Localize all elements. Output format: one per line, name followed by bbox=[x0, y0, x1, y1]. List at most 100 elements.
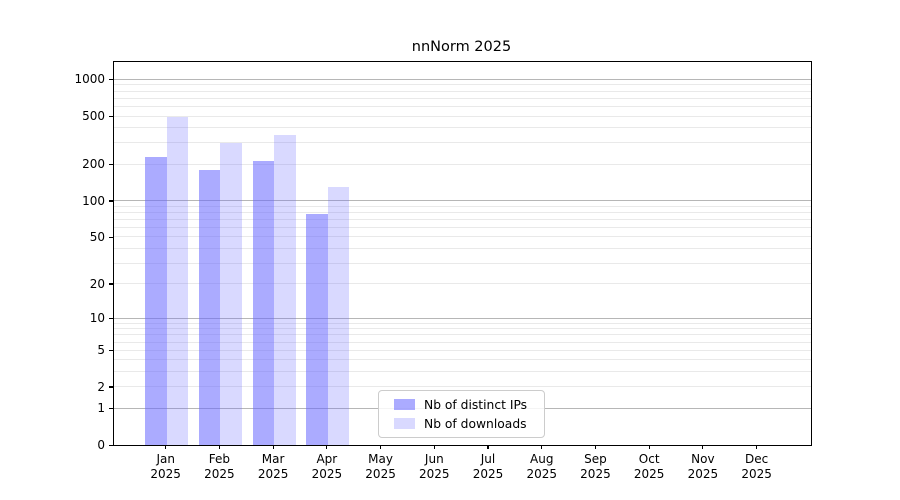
y-tick-mark bbox=[108, 115, 113, 117]
x-tick-month: Nov bbox=[691, 451, 715, 466]
chart-title: nnNorm 2025 bbox=[411, 39, 512, 55]
x-tick-month: Dec bbox=[744, 451, 769, 466]
x-tick-mark bbox=[379, 445, 382, 450]
gridline-minor bbox=[114, 349, 811, 351]
x-tick-label: Sep 2025 bbox=[565, 452, 625, 482]
gridline-minor bbox=[114, 328, 811, 330]
gridline-major bbox=[114, 200, 811, 202]
gridline-minor bbox=[114, 262, 811, 264]
legend-item-downloads: Nb of downloads bbox=[394, 417, 544, 431]
x-tick-label: Feb 2025 bbox=[189, 452, 249, 482]
x-tick-mark bbox=[756, 445, 758, 450]
gridline-minor bbox=[114, 334, 811, 336]
legend-swatch-downloads bbox=[394, 418, 415, 429]
y-tick-mark bbox=[108, 317, 113, 319]
y-tick-label: 5 bbox=[97, 343, 105, 358]
y-tick-mark bbox=[108, 283, 113, 285]
x-tick-label: Aug 2025 bbox=[512, 452, 572, 482]
x-tick-mark bbox=[487, 445, 489, 450]
x-tick-year: 2025 bbox=[580, 466, 611, 481]
gridline-minor bbox=[114, 322, 811, 324]
plot-area: Nb of distinct IPs Nb of downloads bbox=[113, 61, 812, 446]
x-tick-mark bbox=[165, 445, 167, 450]
x-tick-label: May 2025 bbox=[351, 452, 411, 482]
x-tick-label: Jan 2025 bbox=[136, 452, 196, 482]
x-tick-mark bbox=[648, 445, 650, 450]
y-tick-label: 200 bbox=[82, 157, 105, 172]
x-tick-month: May bbox=[368, 451, 393, 466]
gridline-minor bbox=[114, 359, 811, 361]
gridline-major bbox=[114, 78, 811, 80]
gridline-major bbox=[114, 317, 811, 319]
x-tick-month: Sep bbox=[584, 451, 607, 466]
x-tick-month: Jun bbox=[424, 451, 444, 466]
legend: Nb of distinct IPs Nb of downloads bbox=[378, 390, 545, 438]
x-tick-label: Jul 2025 bbox=[458, 452, 518, 482]
x-tick-month: Feb bbox=[208, 451, 231, 466]
x-tick-mark bbox=[702, 445, 704, 450]
bar-distinct-ips-apr bbox=[306, 214, 328, 445]
x-tick-year: 2025 bbox=[419, 466, 450, 481]
x-tick-month: Mar bbox=[261, 451, 285, 466]
legend-label-downloads: Nb of downloads bbox=[424, 416, 527, 431]
gridline-minor bbox=[114, 218, 811, 220]
gridline-minor bbox=[114, 142, 811, 144]
gridline-minor bbox=[114, 371, 811, 373]
gridline-minor bbox=[114, 105, 811, 107]
gridline-minor bbox=[114, 211, 811, 213]
x-tick-month: Aug bbox=[530, 451, 554, 466]
y-tick-mark bbox=[108, 407, 113, 410]
bar-downloads-mar bbox=[274, 134, 296, 445]
x-tick-mark bbox=[433, 445, 435, 450]
x-tick-mark bbox=[218, 445, 220, 450]
x-tick-label: Mar 2025 bbox=[243, 452, 303, 482]
x-tick-year: 2025 bbox=[204, 466, 235, 481]
y-tick-label: 1000 bbox=[74, 72, 105, 87]
gridline-minor bbox=[114, 341, 811, 343]
x-tick-mark bbox=[272, 445, 274, 450]
y-tick-mark bbox=[108, 163, 113, 166]
y-tick-label: 500 bbox=[82, 109, 105, 124]
x-tick-mark bbox=[594, 445, 597, 450]
y-tick-label: 0 bbox=[97, 438, 105, 452]
x-tick-year: 2025 bbox=[741, 466, 772, 481]
y-tick-mark bbox=[108, 386, 113, 388]
x-tick-year: 2025 bbox=[472, 466, 504, 481]
x-tick-year: 2025 bbox=[526, 466, 557, 481]
x-tick-mark bbox=[326, 445, 328, 450]
y-tick-mark bbox=[108, 200, 113, 202]
x-tick-label: Nov 2025 bbox=[673, 452, 733, 482]
gridline-minor bbox=[114, 127, 811, 129]
x-tick-month: Oct bbox=[638, 451, 660, 466]
x-tick-year: 2025 bbox=[150, 466, 181, 481]
bar-distinct-ips-feb bbox=[198, 169, 221, 445]
legend-item-distinct-ips: Nb of distinct IPs bbox=[394, 398, 544, 412]
x-tick-year: 2025 bbox=[311, 466, 343, 481]
gridline-minor bbox=[114, 115, 811, 117]
gridline-minor bbox=[114, 97, 811, 99]
y-tick-label: 2 bbox=[97, 379, 105, 394]
y-tick-mark bbox=[108, 236, 113, 238]
legend-swatch-distinct-ips bbox=[394, 399, 415, 410]
x-tick-year: 2025 bbox=[365, 466, 396, 481]
gridline-minor bbox=[114, 226, 811, 228]
gridline-minor bbox=[114, 163, 811, 165]
gridline-minor bbox=[114, 283, 811, 285]
y-tick-mark bbox=[108, 444, 113, 446]
y-tick-label: 20 bbox=[89, 276, 105, 291]
legend-label-distinct-ips: Nb of distinct IPs bbox=[424, 397, 528, 412]
y-tick-mark bbox=[108, 79, 113, 81]
y-tick-label: 100 bbox=[82, 193, 105, 208]
x-tick-year: 2025 bbox=[257, 466, 289, 481]
y-tick-label: 1 bbox=[97, 401, 105, 416]
gridline-minor bbox=[114, 247, 811, 249]
gridline-minor bbox=[114, 90, 811, 92]
y-tick-label: 50 bbox=[89, 229, 105, 244]
bar-downloads-apr bbox=[327, 187, 350, 445]
bar-downloads-feb bbox=[220, 142, 242, 445]
bar-downloads-jan bbox=[166, 116, 189, 445]
x-tick-label: Jun 2025 bbox=[404, 452, 464, 482]
gridline-minor bbox=[114, 205, 811, 207]
gridline-minor bbox=[114, 236, 811, 238]
